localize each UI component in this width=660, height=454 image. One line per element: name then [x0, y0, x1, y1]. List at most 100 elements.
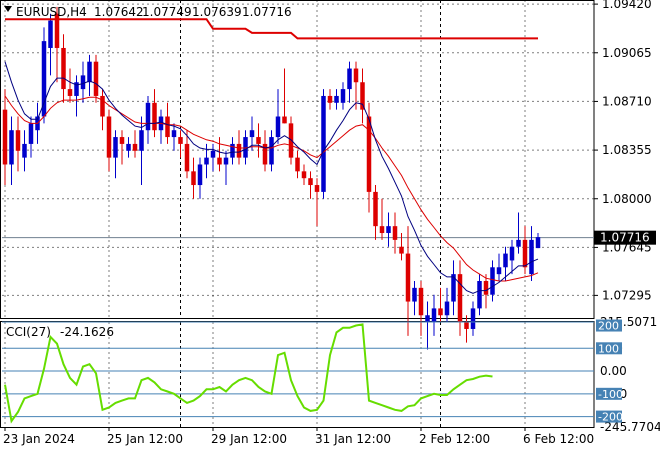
bull-candle — [503, 253, 508, 268]
bull-candle — [145, 102, 151, 131]
cci-value: -24.1626 — [60, 325, 114, 339]
bear-candle — [373, 191, 378, 227]
axes: 1.09420 1.09065 1.08710 1.08355 1.08000 1.076… — [3, 0, 660, 446]
price-header: EURUSD,H4 1.07642 1.07749 1.07639 1.0771… — [4, 5, 292, 19]
bull-candle — [386, 226, 391, 234]
bull-candle — [444, 301, 450, 316]
bear-candle — [464, 322, 469, 329]
bull-candle — [197, 164, 203, 186]
bull-candle — [496, 267, 502, 275]
bull-candle — [321, 95, 326, 192]
triangle-down-icon — [4, 6, 12, 12]
bear-candle — [132, 143, 138, 151]
bear-candle — [236, 143, 242, 158]
y-tick-label: 1.09420 — [602, 0, 652, 11]
price-series — [2, 6, 594, 350]
bull-candle — [275, 116, 281, 138]
bull-candle — [87, 61, 92, 83]
price-tag-label: 1.07716 — [600, 231, 650, 245]
bear-candle — [15, 130, 21, 151]
bull-candle — [41, 41, 47, 117]
cci-level-tag-label: -200 — [598, 411, 623, 424]
x-tick-label: 25 Jan 12:00 — [107, 432, 183, 446]
y-tick-label: 1.08355 — [602, 143, 652, 157]
cci-series — [2, 321, 594, 424]
bull-candle — [204, 157, 209, 165]
cci-label: CCI(27) — [6, 325, 51, 339]
cci-line — [4, 323, 493, 424]
high-value: 1.07749 — [142, 5, 192, 19]
cci-level-tag-label: -100 — [598, 388, 623, 401]
bull-candle — [412, 287, 417, 302]
bull-candle — [230, 143, 235, 158]
cci-level-tag — [596, 410, 622, 423]
price-tag-box — [594, 230, 656, 245]
bear-candle — [165, 116, 170, 138]
bull-candle — [490, 267, 495, 295]
bull-candle — [516, 239, 521, 247]
bull-candle — [80, 75, 86, 90]
bear-candle — [191, 171, 196, 186]
bear-candle — [106, 116, 112, 158]
x-tick-label: 31 Jan 12:00 — [315, 432, 391, 446]
open-value: 1.07642 — [94, 5, 144, 19]
main-pane-border — [0, 0, 595, 319]
bull-candle — [535, 237, 541, 249]
bear-candle — [308, 178, 313, 186]
cci-level-tag-label: 200 — [598, 320, 619, 333]
bull-candle — [171, 130, 177, 138]
y-tick-label: 1.08710 — [602, 94, 652, 108]
close-value: 1.07716 — [242, 5, 292, 19]
bull-candle — [74, 82, 79, 96]
cci-level-tag — [596, 387, 622, 400]
bear-candle — [119, 137, 125, 144]
bear-candle — [282, 116, 287, 124]
bear-candle — [178, 137, 183, 144]
cci-level-tag-label: 100 — [598, 342, 619, 355]
cci-header: CCI(27) -24.1626 — [6, 325, 114, 339]
bull-candle — [509, 246, 515, 261]
bear-candle — [360, 82, 365, 110]
bull-candle — [223, 157, 229, 165]
bear-candle — [262, 143, 268, 165]
bear-candle — [353, 68, 359, 83]
bear-candle — [314, 185, 320, 192]
bear-candle — [2, 109, 8, 165]
bull-candle — [334, 95, 339, 103]
bull-candle — [340, 89, 346, 103]
bear-candle — [67, 89, 73, 96]
bear-candle — [379, 226, 385, 234]
x-tick-label: 2 Feb 12:00 — [419, 432, 490, 446]
bull-candle — [529, 239, 534, 275]
bear-candle — [366, 116, 372, 192]
symbol-label: EURUSD,H4 — [16, 5, 87, 19]
trailing-stop-line — [5, 18, 538, 40]
low-value: 1.07639 — [192, 5, 242, 19]
cci-tick-label: 0.00 — [600, 364, 627, 378]
y-tick-label: 1.07295 — [602, 288, 652, 302]
bear-candle — [522, 239, 528, 268]
fast-ma-line — [4, 61, 539, 294]
slow-ma-line — [4, 95, 539, 282]
bear-candle — [54, 13, 60, 48]
bear-candle — [301, 171, 307, 179]
bear-candle — [483, 280, 489, 295]
bear-candle — [438, 308, 443, 316]
bull-candle — [9, 130, 14, 165]
bull-candle — [48, 20, 53, 48]
cci-level-tag — [596, 319, 622, 332]
bull-candle — [243, 137, 248, 158]
bear-candle — [418, 287, 424, 316]
cci-level-tag — [596, 342, 622, 355]
bull-candle — [425, 315, 430, 323]
y-tick-label: 1.09065 — [602, 46, 652, 60]
bear-candle — [100, 95, 105, 117]
bear-candle — [93, 61, 99, 96]
bull-candle — [477, 280, 482, 309]
bear-candle — [61, 47, 66, 90]
y-tick-label: 1.08000 — [602, 192, 652, 206]
x-tick-label: 23 Jan 2024 — [3, 432, 75, 446]
bull-candle — [470, 308, 476, 329]
